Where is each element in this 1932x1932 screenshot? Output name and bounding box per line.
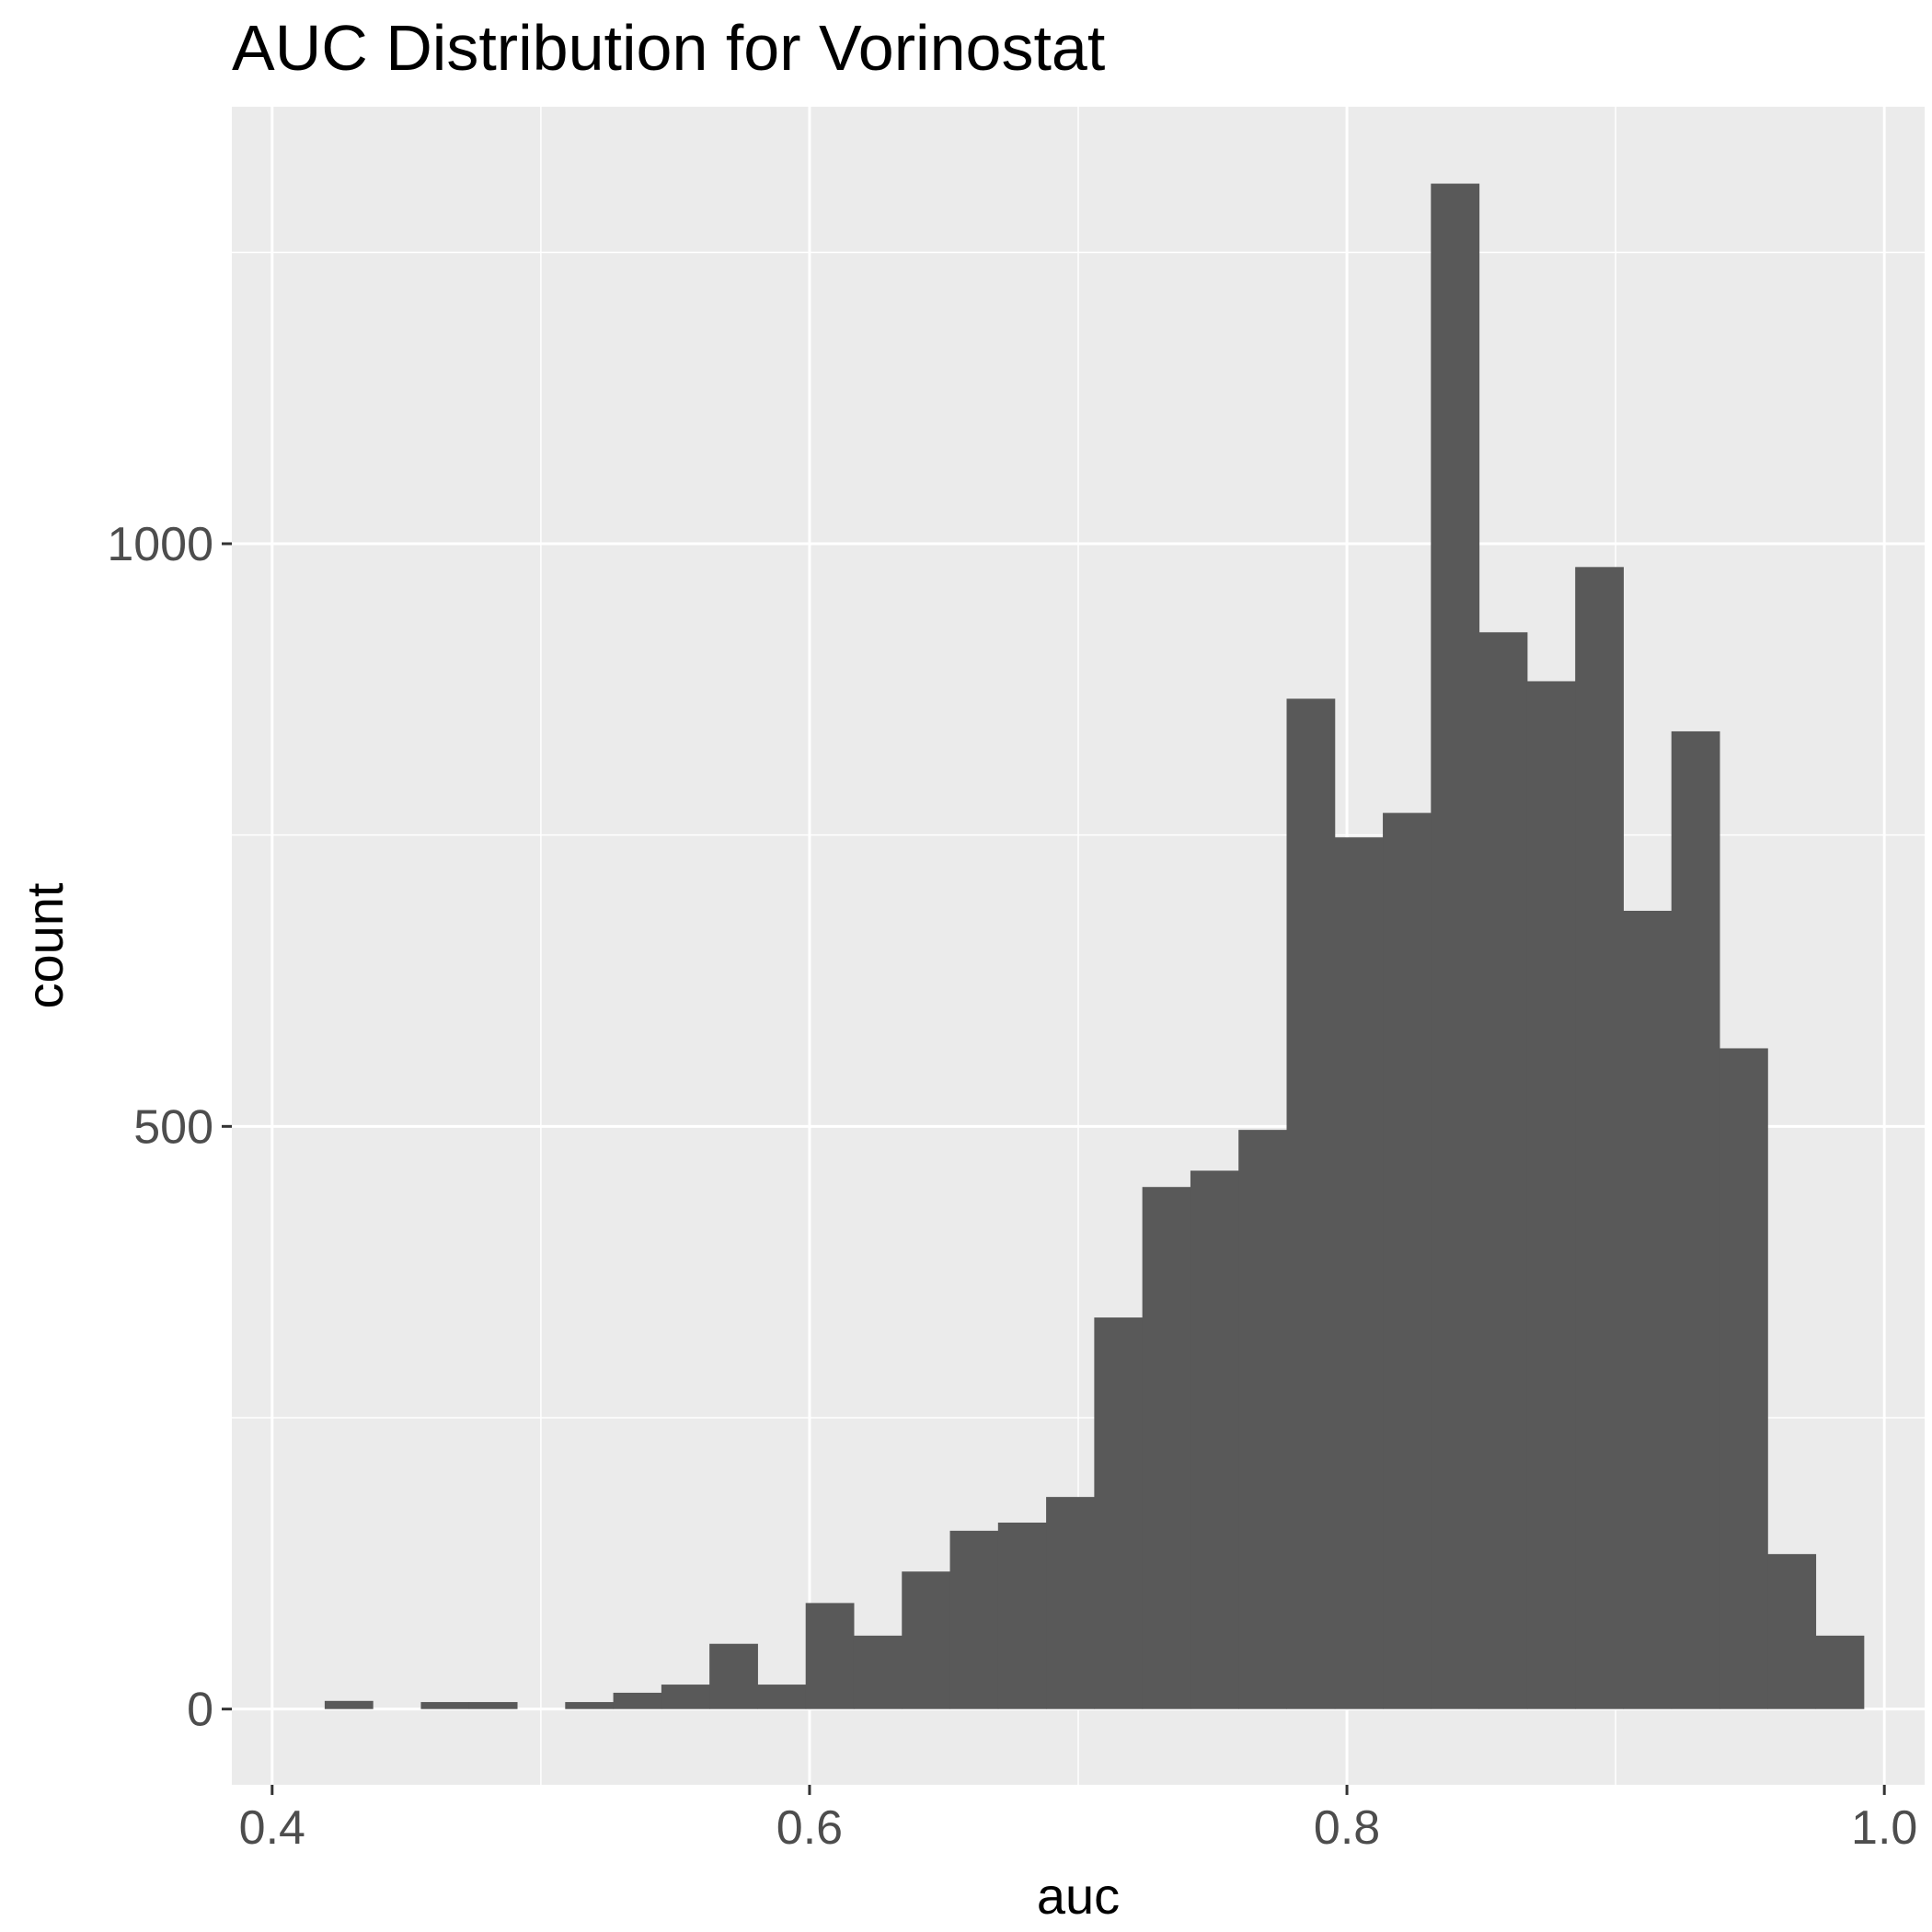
histogram-bar	[1286, 698, 1336, 1709]
histogram-bar	[1142, 1187, 1191, 1709]
histogram-bar	[1526, 681, 1576, 1709]
histogram-bar	[565, 1702, 615, 1709]
y-axis-title: count	[16, 882, 74, 1008]
histogram-bar	[1238, 1130, 1287, 1709]
histogram-bar	[1719, 1048, 1768, 1709]
histogram-bar	[613, 1692, 662, 1709]
histogram-bar	[1671, 730, 1720, 1709]
histogram-bar	[1431, 183, 1480, 1709]
histogram-bar	[1094, 1317, 1144, 1709]
histogram-bar	[1767, 1554, 1817, 1709]
y-axis-tick-label: 500	[133, 1100, 213, 1154]
y-axis-tick-label: 1000	[107, 518, 213, 571]
histogram-bar	[468, 1702, 518, 1709]
x-axis-tick-label: 1.0	[1851, 1801, 1917, 1855]
histogram-bar	[757, 1685, 807, 1709]
y-axis: 0 500 1000	[107, 518, 232, 1737]
histogram-bar	[709, 1643, 758, 1709]
histogram-bar	[949, 1530, 999, 1709]
y-axis-tick-label: 0	[187, 1684, 213, 1737]
histogram-bar	[805, 1603, 855, 1709]
histogram-bar	[1815, 1635, 1865, 1709]
histogram-bar	[661, 1685, 710, 1709]
histogram-bars	[324, 183, 1865, 1709]
histogram-bar	[1046, 1497, 1095, 1709]
histogram-bar	[1383, 812, 1432, 1709]
x-axis-title: auc	[1037, 1867, 1120, 1925]
chart-title: AUC Distribution for Vorinostat	[232, 12, 1105, 84]
histogram-bar	[1575, 567, 1624, 1709]
x-axis-tick-label: 0.4	[239, 1801, 305, 1855]
histogram-bar	[902, 1571, 951, 1709]
histogram-bar	[997, 1523, 1047, 1709]
histogram-bar	[324, 1700, 374, 1709]
histogram-bar	[853, 1635, 903, 1709]
histogram-bar	[1190, 1170, 1239, 1709]
x-axis: 0.4 0.6 0.8 1.0	[239, 1785, 1917, 1855]
histogram-bar	[1623, 911, 1673, 1709]
histogram-bar	[1478, 632, 1528, 1709]
histogram-bar	[1334, 837, 1384, 1709]
x-axis-tick-label: 0.6	[776, 1801, 843, 1855]
x-axis-tick-label: 0.8	[1314, 1801, 1380, 1855]
histogram-bar	[420, 1702, 470, 1709]
